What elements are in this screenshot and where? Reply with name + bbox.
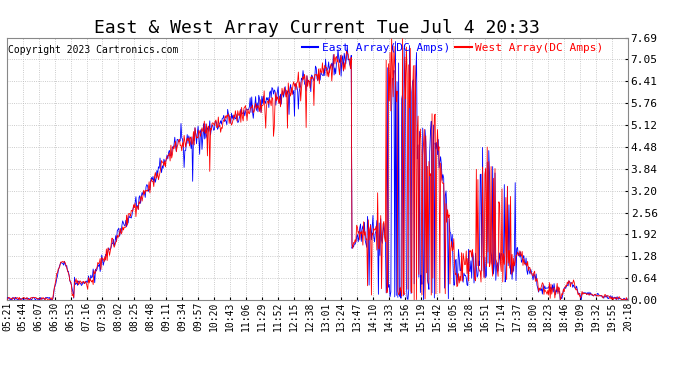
Text: Copyright 2023 Cartronics.com: Copyright 2023 Cartronics.com [8, 45, 179, 56]
Legend: East Array(DC Amps), West Array(DC Amps): East Array(DC Amps), West Array(DC Amps) [302, 43, 604, 53]
Title: East & West Array Current Tue Jul 4 20:33: East & West Array Current Tue Jul 4 20:3… [95, 20, 540, 38]
